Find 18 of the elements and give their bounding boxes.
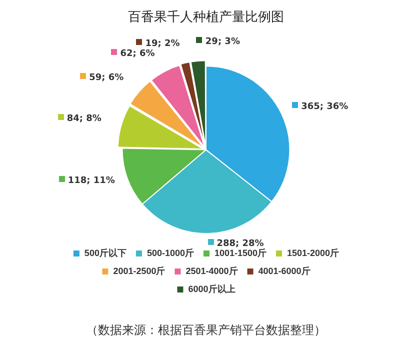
text: （数据来源：根据百香果产销平台数据整理） xyxy=(85,322,327,339)
legend-label: 1501-2000斤 xyxy=(287,248,340,258)
legend-label: 2001-2500斤 xyxy=(113,266,166,276)
chart-title: 百香果千人种植产量比例图 xyxy=(128,10,284,26)
legend-label: 4001-6000斤 xyxy=(258,266,310,276)
legend-label: 2501-4000斤 xyxy=(186,266,238,276)
data-label: 288; 28% xyxy=(216,239,264,250)
data-label: 365; 36% xyxy=(301,102,348,112)
data-label: 62; 6% xyxy=(120,48,155,58)
legend-label: 500-1000斤 xyxy=(146,248,194,258)
data-label: 84; 8% xyxy=(66,114,102,124)
data-label: 118; 11% xyxy=(68,176,115,186)
legend-label: 6000斤以上 xyxy=(188,284,236,294)
legend-label: 1001-1500斤 xyxy=(214,248,267,258)
legend-label: 500斤以下 xyxy=(84,248,126,258)
data-label: 29; 3% xyxy=(205,36,240,47)
data-label: 19; 2% xyxy=(145,39,180,50)
data-label: 59; 6% xyxy=(89,73,124,84)
